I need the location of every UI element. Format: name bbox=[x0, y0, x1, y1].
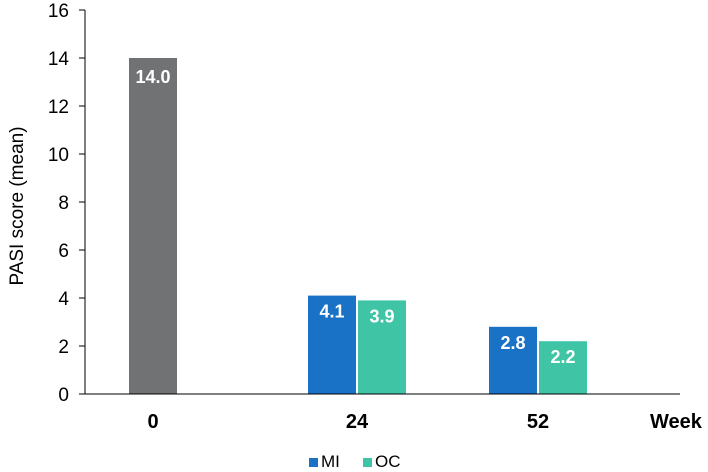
y-tick-label: 14 bbox=[48, 49, 70, 70]
data-label-mi-week-52: 2.8 bbox=[500, 333, 525, 353]
bar-oc-week-24 bbox=[358, 300, 406, 394]
y-tick-label: 4 bbox=[58, 289, 69, 310]
x-axis-ticks: 0 24 52 bbox=[147, 411, 549, 433]
legend-swatch-oc bbox=[363, 458, 372, 467]
data-label-oc-week-24: 3.9 bbox=[369, 306, 394, 326]
x-axis-title: Week bbox=[650, 411, 703, 433]
y-axis-title: PASI score (mean) bbox=[7, 126, 28, 285]
bar-mi-week-24 bbox=[308, 295, 356, 394]
y-tick-label: 16 bbox=[48, 1, 69, 22]
data-label-week-0: 14.0 bbox=[135, 67, 170, 87]
y-tick-label: 12 bbox=[48, 97, 69, 118]
legend-label-mi: MI bbox=[321, 452, 340, 471]
bar-mi-week-52 bbox=[489, 326, 537, 394]
x-tick-label: 52 bbox=[527, 411, 549, 433]
bars: 14.0 4.1 2.8 3.9 2.2 bbox=[129, 58, 587, 394]
x-tick-label: 24 bbox=[346, 411, 369, 433]
legend-swatch-mi bbox=[309, 458, 318, 467]
y-axis-ticks: 0 2 4 6 8 10 12 14 16 bbox=[48, 1, 85, 406]
legend: MI OC bbox=[309, 452, 401, 471]
y-tick-label: 8 bbox=[58, 193, 69, 214]
bar-week-0 bbox=[129, 58, 177, 394]
y-tick-label: 6 bbox=[58, 241, 69, 262]
data-label-mi-week-24: 4.1 bbox=[319, 302, 344, 322]
y-tick-label: 10 bbox=[48, 145, 69, 166]
y-tick-label: 0 bbox=[58, 385, 69, 406]
data-label-oc-week-52: 2.2 bbox=[550, 347, 575, 367]
legend-label-oc: OC bbox=[375, 452, 401, 471]
y-tick-label: 2 bbox=[58, 337, 69, 358]
x-tick-label: 0 bbox=[147, 411, 158, 433]
bar-oc-week-52 bbox=[539, 341, 587, 394]
